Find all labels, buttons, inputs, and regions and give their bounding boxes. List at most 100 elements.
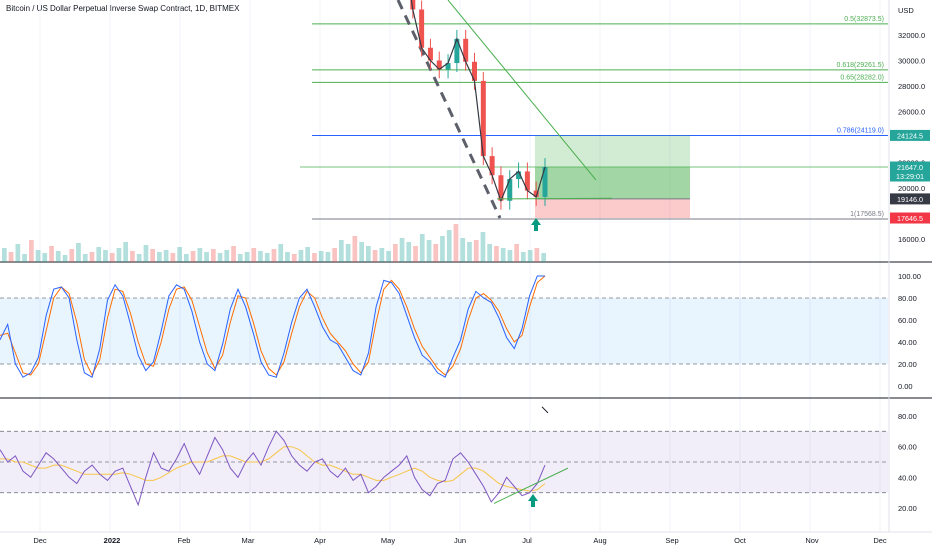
position-stop-zone xyxy=(535,198,690,219)
price-candle xyxy=(480,80,486,157)
volume-bar xyxy=(291,254,297,262)
price-candle xyxy=(524,171,530,191)
rsi-marker-tick xyxy=(541,406,549,414)
volume-bar xyxy=(184,254,189,262)
volume-bar xyxy=(386,251,391,262)
time-axis-tick: May xyxy=(381,536,395,545)
time-axis-tick: Nov xyxy=(805,536,819,545)
price-badge xyxy=(890,170,930,182)
price-candle xyxy=(516,171,522,180)
price-badge-label: 13:29:01 xyxy=(896,172,924,181)
volume-bar xyxy=(393,244,398,262)
volume-bar xyxy=(426,240,432,262)
chart-title: Bitcoin / US Dollar Perpetual Inverse Sw… xyxy=(6,4,240,13)
price-axis-tick: 30000.0 xyxy=(898,57,925,66)
price-badge-label: 24124.5 xyxy=(897,131,923,140)
volume-bar xyxy=(217,253,223,262)
time-axis-tick: Dec xyxy=(873,536,887,545)
volume-bar xyxy=(325,252,331,262)
price-candle xyxy=(410,0,416,10)
volume-bar xyxy=(473,240,479,262)
stoch-band-fill xyxy=(0,298,888,364)
volume-bar xyxy=(49,246,54,262)
volume-bar xyxy=(96,247,102,262)
price-candle xyxy=(463,38,469,62)
volume-bar xyxy=(103,250,108,262)
price-badge-label: 21647.0 xyxy=(897,163,923,172)
volume-bar xyxy=(487,244,492,262)
time-axis-tick: 2022 xyxy=(104,536,121,545)
price-axis-tick: 32000.0 xyxy=(898,31,925,40)
volume-bar xyxy=(150,249,155,262)
price-candle xyxy=(419,9,425,48)
price-candle xyxy=(436,60,442,70)
volume-bar xyxy=(89,252,95,262)
volume-bar xyxy=(352,236,358,262)
volume-bar xyxy=(163,250,169,262)
volume-bar xyxy=(109,253,115,262)
price-badge xyxy=(890,129,930,141)
volume-bar xyxy=(446,230,452,262)
volume-bar xyxy=(366,246,371,262)
resistance-trendline xyxy=(447,0,597,181)
buy-arrow-icon xyxy=(531,218,541,231)
volume-bar xyxy=(211,249,216,262)
volume-bar xyxy=(534,248,540,262)
volume-bar xyxy=(251,248,257,262)
volume-bar xyxy=(197,248,203,262)
stoch-k-line xyxy=(0,275,545,378)
price-badge-label: 19146.0 xyxy=(897,195,923,204)
price-candle xyxy=(454,38,460,64)
volume-bar xyxy=(8,252,14,262)
volume-bar xyxy=(440,236,445,262)
volume-bar xyxy=(231,246,236,262)
stoch-axis-tick: 0.00 xyxy=(898,382,913,391)
volume-bar xyxy=(332,248,337,262)
volume-bar xyxy=(271,249,277,262)
price-axis-tick: 20000.0 xyxy=(898,184,925,193)
volume-bar xyxy=(453,224,459,262)
volume-bar xyxy=(136,254,142,262)
volume-bar xyxy=(62,255,68,262)
time-axis-tick: Mar xyxy=(242,536,255,545)
volume-bar xyxy=(130,251,135,262)
support-trendline xyxy=(496,197,613,200)
buy-arrow-icon xyxy=(528,494,538,507)
volume-bar xyxy=(480,232,486,262)
fib-level-label: 0.65(28282.0) xyxy=(840,74,884,81)
price-badge xyxy=(890,193,930,205)
volume-bar xyxy=(312,253,317,262)
time-axis-tick: Aug xyxy=(593,536,606,545)
volume-bar xyxy=(157,252,162,262)
price-candle xyxy=(533,190,539,197)
volume-bar xyxy=(224,250,230,262)
time-axis-tick: Dec xyxy=(33,536,47,545)
volume-bar xyxy=(359,242,364,262)
fib-level-label: 0.5(32873.5) xyxy=(844,16,884,23)
volume-bar xyxy=(541,253,546,262)
projection-dashed-line xyxy=(396,0,502,219)
volume-bar xyxy=(285,252,290,262)
volume-bar xyxy=(419,234,425,262)
volume-bar xyxy=(35,250,41,262)
position-profit-zone xyxy=(535,167,690,199)
stoch-axis-tick: 60.00 xyxy=(898,316,917,325)
currency-label: USD xyxy=(898,6,914,15)
time-axis-tick: Sep xyxy=(665,536,678,545)
rsi-axis-tick: 80.00 xyxy=(898,412,917,421)
volume-bar xyxy=(29,240,34,262)
volume-bar xyxy=(379,248,385,262)
volume-bar xyxy=(204,252,209,262)
volume-bar xyxy=(82,254,88,262)
volume-bar xyxy=(15,244,21,262)
stoch-d-line xyxy=(0,275,546,377)
price-candle xyxy=(445,63,451,70)
stoch-axis-tick: 20.00 xyxy=(898,360,917,369)
volume-bar xyxy=(433,244,439,262)
volume-bar xyxy=(237,254,243,262)
volume-bar xyxy=(244,252,250,262)
time-axis-tick: Oct xyxy=(734,536,747,545)
volume-bar xyxy=(467,242,472,262)
price-candle xyxy=(427,47,433,61)
